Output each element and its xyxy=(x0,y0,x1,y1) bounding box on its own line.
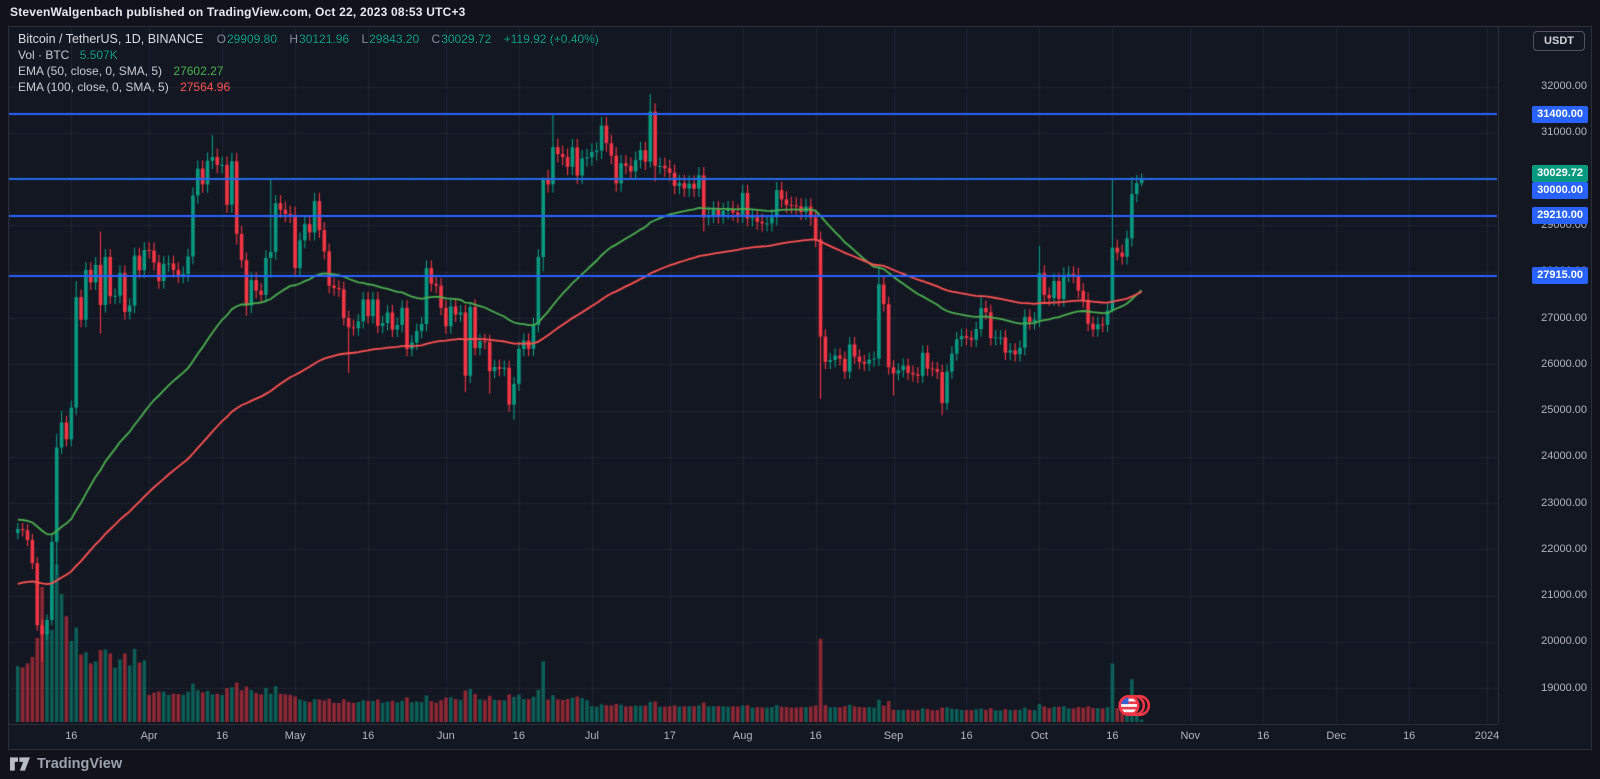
time-tick-label: 16 xyxy=(960,730,973,742)
time-tick-label: Aug xyxy=(732,730,753,742)
symbol-title: Bitcoin / TetherUS, 1D, BINANCE xyxy=(18,32,204,46)
time-tick-label: 16 xyxy=(65,730,78,742)
attribution-bar: StevenWalgenbach published on TradingVie… xyxy=(10,5,466,19)
level-price-badge: 31400.00 xyxy=(1532,105,1588,123)
time-tick-label: Oct xyxy=(1030,730,1048,742)
time-tick-label: Jun xyxy=(437,730,455,742)
ema100-legend-row[interactable]: EMA (100, close, 0, SMA, 5) 27564.96 xyxy=(18,79,608,95)
ema100-value: 27564.96 xyxy=(180,80,231,94)
ema50-legend-row[interactable]: EMA (50, close, 0, SMA, 5) 27602.27 xyxy=(18,63,608,79)
last-price-badge: 30029.72 xyxy=(1532,165,1588,183)
time-tick-label: 16 xyxy=(1257,730,1270,742)
price-tick-label: 25000.00 xyxy=(1541,404,1587,416)
price-tick-label: 24000.00 xyxy=(1541,450,1587,463)
low-label: L xyxy=(361,32,369,46)
level-price-badge: 29210.00 xyxy=(1532,207,1588,225)
time-tick-label: Jul xyxy=(584,730,599,742)
level-price-badge: 27915.00 xyxy=(1532,267,1588,285)
price-tick-label: 26000.00 xyxy=(1541,357,1587,370)
time-tick-label: May xyxy=(284,730,306,742)
open-value: 29909.80 xyxy=(226,32,278,46)
chart-legend: Bitcoin / TetherUS, 1D, BINANCE O29909.8… xyxy=(18,31,608,95)
low-value: 29843.20 xyxy=(369,32,420,46)
level-price-badge: 30000.00 xyxy=(1532,181,1588,199)
time-tick-label: 16 xyxy=(361,730,375,742)
price-tick-label: 20000.00 xyxy=(1541,635,1587,648)
time-tick-label: 16 xyxy=(512,730,526,742)
time-tick-label: Sep xyxy=(883,730,904,742)
currency-toggle-button[interactable]: USDT xyxy=(1533,31,1585,51)
close-value: 30029.72 xyxy=(441,32,492,46)
tradingview-logo-icon[interactable] xyxy=(10,756,30,772)
price-tick-label: 32000.00 xyxy=(1541,80,1587,93)
ema50-label: EMA (50, close, 0, SMA, 5) xyxy=(18,64,163,78)
time-axis[interactable]: 16 Apr 16 May 16 Jun 16 Jul 17 Aug 16 Sep 16 Oct 16 Nov… xyxy=(9,724,1500,749)
chart-widget: Bitcoin / TetherUS, 1D, BINANCE O29909.8… xyxy=(8,26,1592,750)
time-tick-label: 16 xyxy=(1403,730,1416,742)
volume-legend-row[interactable]: Vol · BTC 5.507K xyxy=(18,47,608,63)
time-tick-label: 16 xyxy=(809,730,822,742)
price-tick-label: 21000.00 xyxy=(1541,589,1587,601)
price-tick-label: 27000.00 xyxy=(1541,311,1587,324)
change-value: +119.92 (+0.40%) xyxy=(503,32,599,46)
time-tick-label: 16 xyxy=(1106,730,1119,742)
price-tick-label: 23000.00 xyxy=(1541,496,1587,509)
open-label: O xyxy=(216,32,226,46)
time-tick-label: 17 xyxy=(663,730,676,742)
footer: TradingView xyxy=(10,752,122,776)
us-holidays-event-icon[interactable] xyxy=(1117,692,1151,719)
volume-value: 5.507K xyxy=(79,48,118,62)
time-tick-label: 2024 xyxy=(1474,730,1500,742)
close-label: C xyxy=(431,32,441,46)
high-label: H xyxy=(289,32,299,46)
time-tick-label: Nov xyxy=(1180,730,1201,742)
price-tick-label: 19000.00 xyxy=(1541,681,1587,694)
volume-label: Vol · BTC xyxy=(18,48,70,62)
time-tick-label: 16 xyxy=(216,730,229,742)
time-tick-label: Apr xyxy=(140,730,158,742)
ema50-value: 27602.27 xyxy=(173,64,224,78)
price-tick-label: 31000.00 xyxy=(1541,126,1587,139)
tradingview-logo-text[interactable]: TradingView xyxy=(37,756,123,772)
time-tick-label: Dec xyxy=(1326,730,1346,742)
ema100-label: EMA (100, close, 0, SMA, 5) xyxy=(18,80,169,94)
price-tick-label: 22000.00 xyxy=(1541,542,1587,555)
price-chart-canvas[interactable] xyxy=(9,27,1497,723)
high-value: 30121.96 xyxy=(299,32,350,46)
symbol-legend-row[interactable]: Bitcoin / TetherUS, 1D, BINANCE O29909.8… xyxy=(18,31,608,47)
price-axis[interactable]: 32000.0031000.0030000.0029000.0028000.00… xyxy=(1498,27,1591,723)
